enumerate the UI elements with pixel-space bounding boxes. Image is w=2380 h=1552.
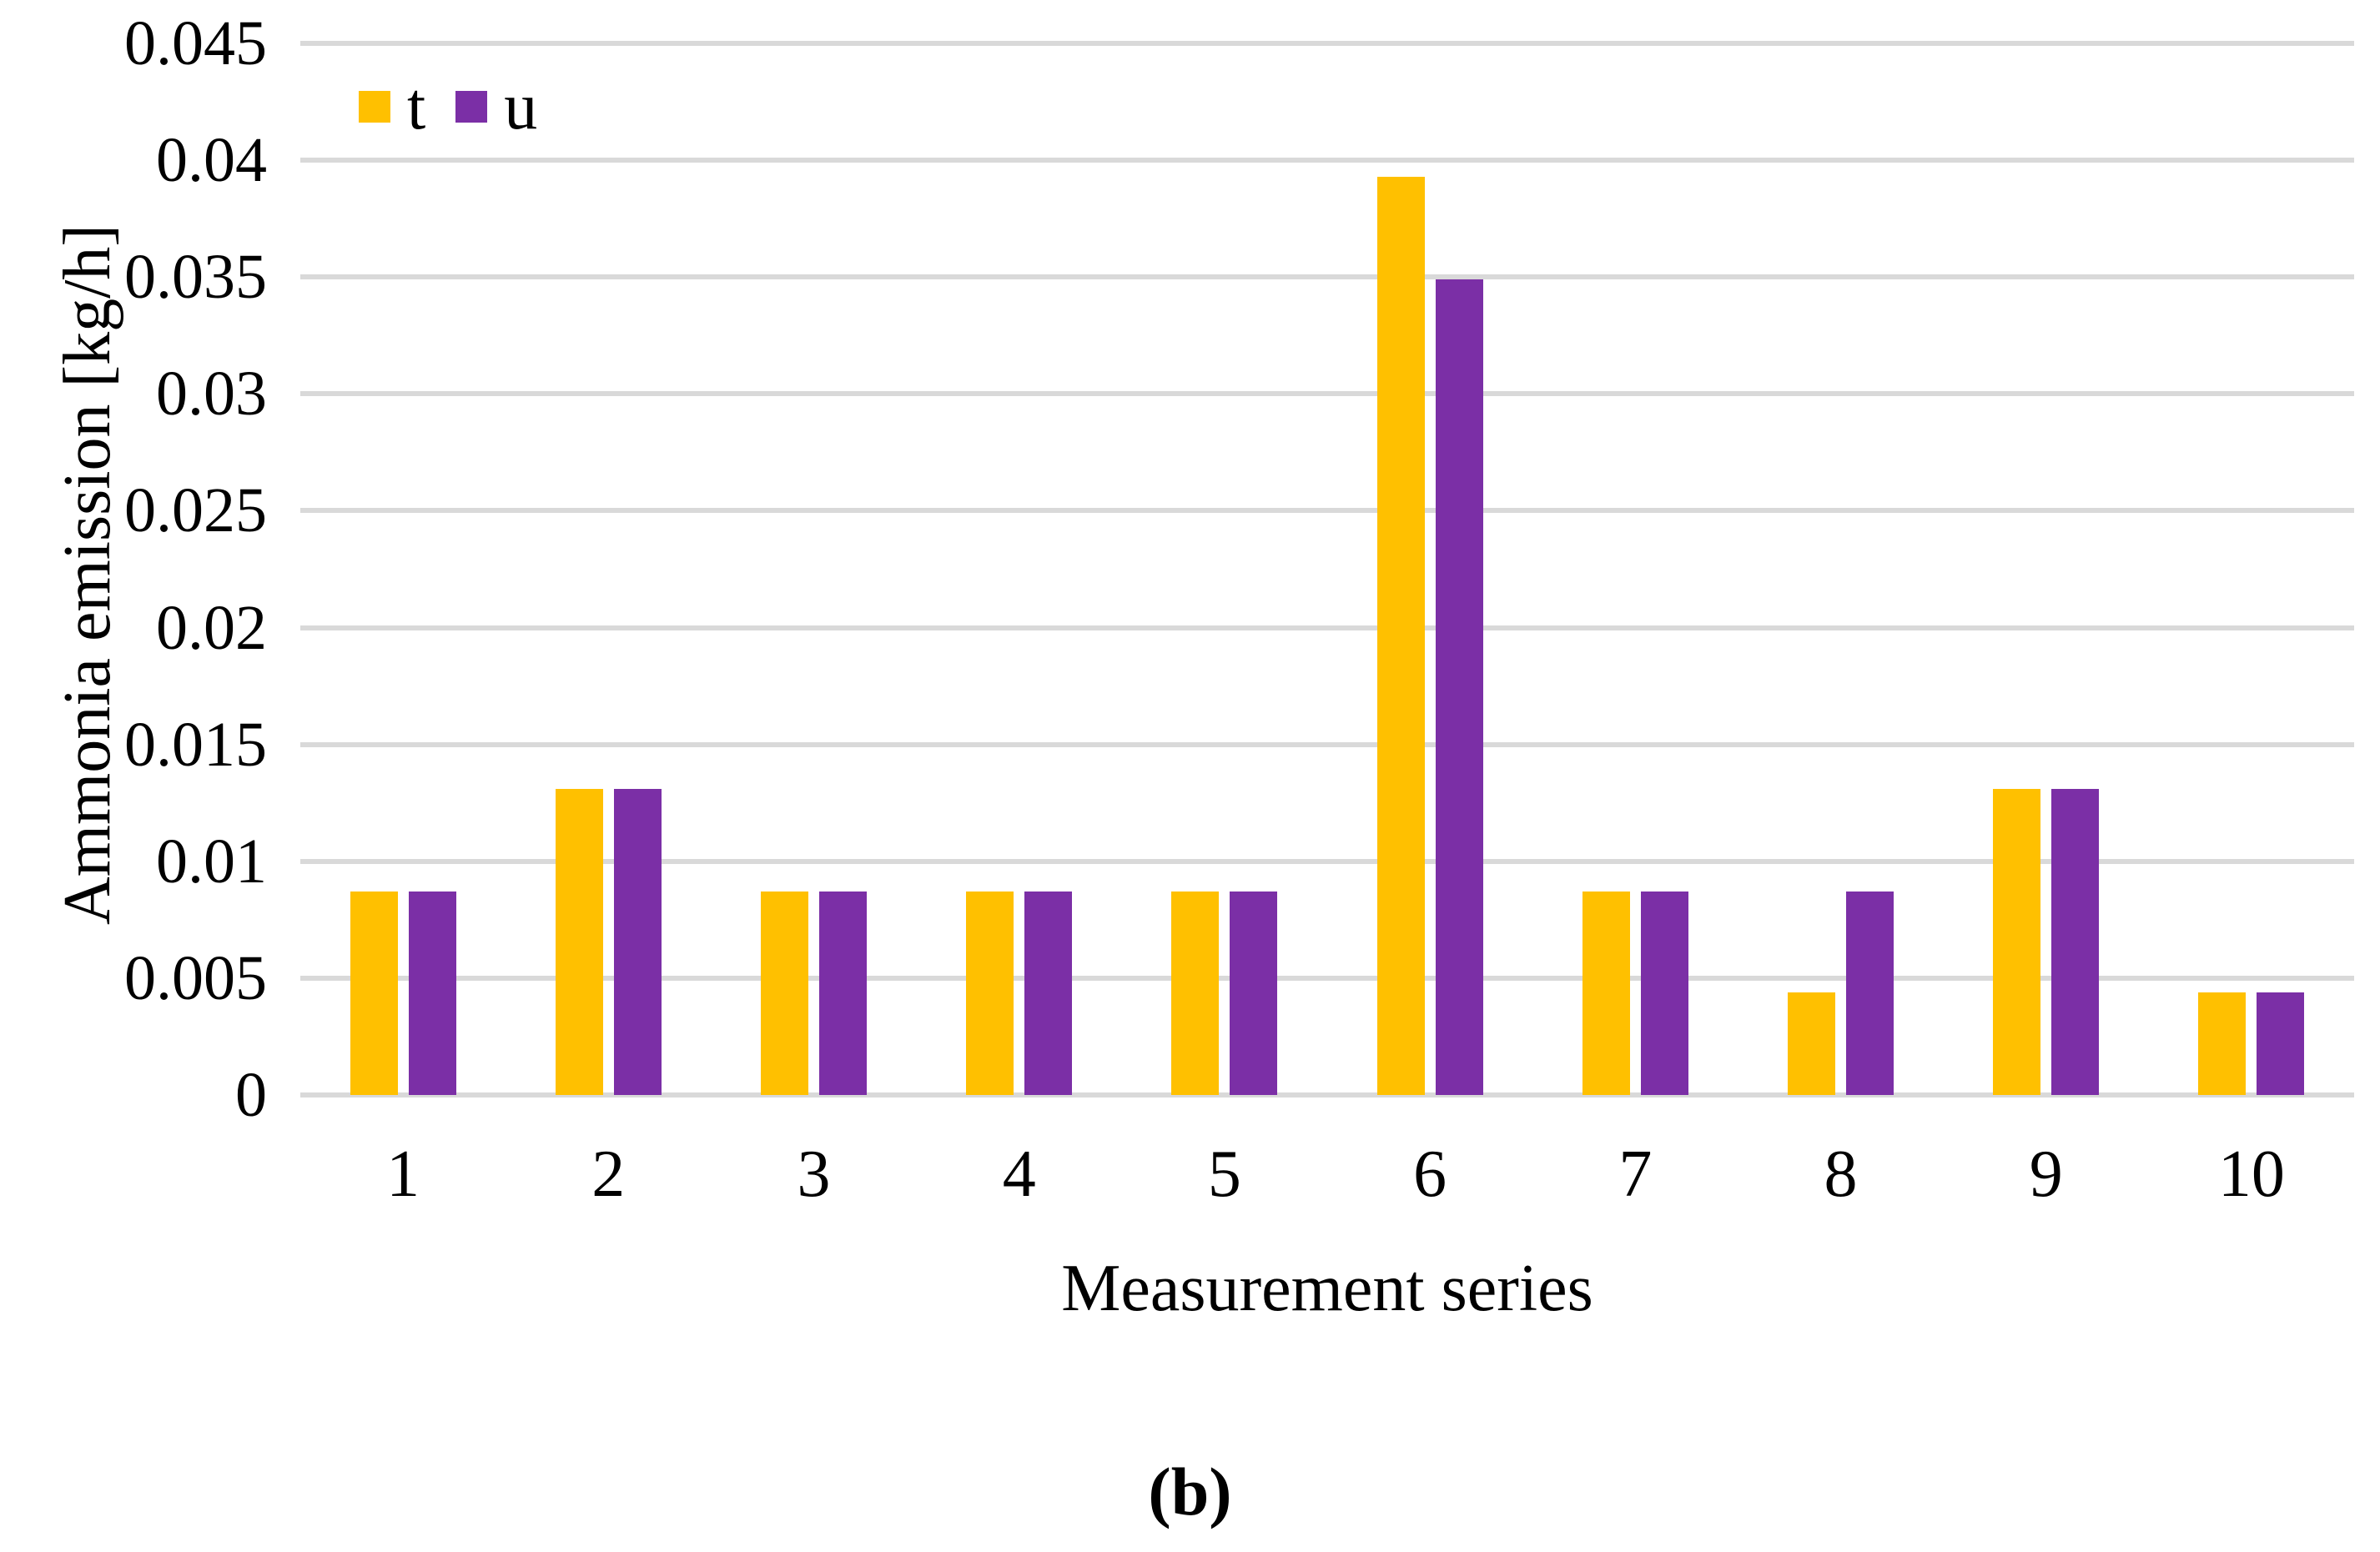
gridline-0.015 (300, 741, 2354, 747)
y-tick-label-0.04: 0.04 (156, 125, 267, 196)
bar-u-8 (1845, 892, 1894, 1095)
bar-group-5 (1122, 43, 1327, 1095)
x-tick-label-7: 7 (1618, 1138, 1653, 1211)
bar-u-5 (1230, 892, 1278, 1095)
bar-t-3 (760, 892, 808, 1095)
bar-group-9 (1944, 43, 2149, 1095)
x-axis-tick-labels: 1 2 3 4 5 6 7 8 9 10 (300, 1141, 2354, 1208)
gridline-0.045 (300, 41, 2354, 46)
y-tick-label-0.035: 0.035 (124, 242, 267, 313)
legend-label-u: u (504, 70, 538, 143)
bar-t-5 (1171, 892, 1220, 1095)
plot-area (300, 41, 2354, 1097)
bar-t-8 (1787, 992, 1835, 1095)
bar-t-2 (555, 788, 603, 1095)
bar-group-10 (2149, 43, 2354, 1095)
y-tick-label-0.03: 0.03 (156, 359, 267, 429)
legend-item-t: t (359, 73, 425, 140)
bar-t-1 (350, 892, 398, 1095)
x-tick-label-9: 9 (2029, 1138, 2063, 1211)
bar-u-7 (1640, 892, 1688, 1095)
bar-t-9 (1993, 788, 2041, 1095)
gridline-0.02 (300, 625, 2354, 630)
bar-group-8 (1738, 43, 1943, 1095)
bar-t-6 (1376, 176, 1425, 1095)
x-tick-label-10: 10 (2217, 1138, 2285, 1211)
x-tick-label-1: 1 (386, 1138, 420, 1211)
bar-group-1 (300, 43, 506, 1095)
bar-group-3 (711, 43, 916, 1095)
bar-u-6 (1435, 279, 1483, 1095)
legend-item-u: u (455, 73, 537, 140)
x-tick-label-3: 3 (797, 1138, 831, 1211)
y-tick-label-0.01: 0.01 (156, 826, 267, 897)
bar-group-7 (1532, 43, 1738, 1095)
gridline-0.005 (300, 975, 2354, 981)
y-tick-label-0.005: 0.005 (124, 942, 267, 1013)
bar-group-4 (917, 43, 1122, 1095)
bar-group-6 (1327, 43, 1532, 1095)
bar-t-10 (2198, 992, 2247, 1095)
gridline-0.035 (300, 274, 2354, 280)
bar-u-2 (613, 788, 662, 1095)
bar-t-4 (966, 892, 1014, 1095)
y-tick-label-0.045: 0.045 (124, 8, 267, 78)
legend-swatch-u (455, 91, 488, 123)
bar-u-9 (2051, 788, 2100, 1095)
x-axis-title: Measurement series (1061, 1252, 1593, 1325)
x-tick-label-6: 6 (1413, 1138, 1447, 1211)
bar-u-3 (818, 892, 867, 1095)
figure-caption: (b) (1148, 1454, 1232, 1529)
y-tick-label-0.015: 0.015 (124, 709, 267, 780)
x-tick-label-8: 8 (1824, 1138, 1858, 1211)
bar-u-10 (2257, 992, 2305, 1095)
y-axis-tick-labels: 0 0.005 0.01 0.015 0.02 0.025 0.03 0.035 0.04 0.0… (0, 0, 284, 1552)
x-tick-label-2: 2 (591, 1138, 626, 1211)
bar-group-2 (506, 43, 711, 1095)
x-tick-label-5: 5 (1207, 1138, 1241, 1211)
chart-legend: t u (359, 73, 537, 140)
y-tick-label-0.025: 0.025 (124, 475, 267, 546)
bar-u-4 (1024, 892, 1073, 1095)
legend-label-t: t (407, 70, 426, 143)
gridline-0 (300, 1092, 2354, 1097)
x-tick-label-4: 4 (1002, 1138, 1036, 1211)
gridline-0.03 (300, 391, 2354, 397)
gridline-0.04 (300, 158, 2354, 163)
y-tick-label-0.02: 0.02 (156, 592, 267, 663)
legend-swatch-t (359, 91, 390, 123)
gridline-0.025 (300, 508, 2354, 514)
bar-u-1 (408, 892, 456, 1095)
bar-t-7 (1582, 892, 1630, 1095)
gridline-0.01 (300, 858, 2354, 864)
y-tick-label-0: 0 (235, 1060, 267, 1130)
